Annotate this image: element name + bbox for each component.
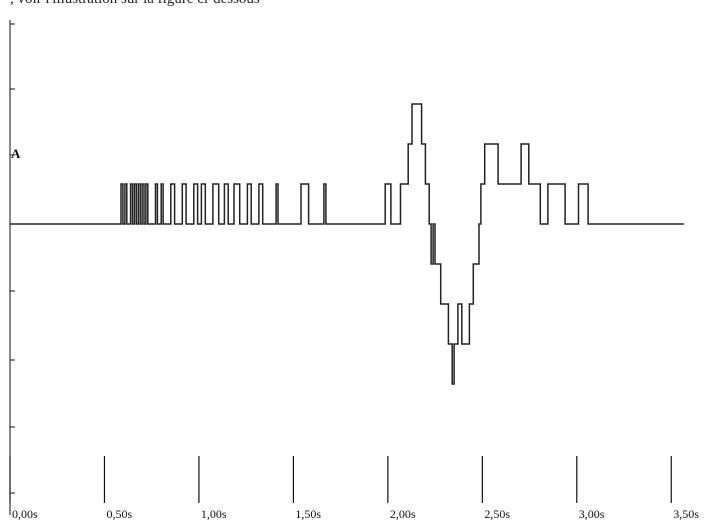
x-tick-label: 0,00s <box>12 507 38 521</box>
y-axis-label: A <box>11 146 21 161</box>
caption-fragment: , voir l'illustration sur la figure ci-d… <box>10 0 260 8</box>
x-tick-label: 1,00s <box>201 507 227 521</box>
x-tick-label: 3,00s <box>579 507 605 521</box>
x-tick-label: 3,50s <box>673 507 699 521</box>
series-line <box>10 103 684 385</box>
x-tick-label: 2,50s <box>484 507 510 521</box>
x-tick-label: 1,50s <box>295 507 321 521</box>
x-tick-label: 0,50s <box>106 507 132 521</box>
x-tick-label: 2,00s <box>390 507 416 521</box>
series-group <box>10 103 684 385</box>
axes <box>9 20 672 515</box>
tick-labels: A 0,00s 0,50s 1,00s 1,50s 2,00s 2,50s 3,00s 3,50… <box>11 146 699 521</box>
